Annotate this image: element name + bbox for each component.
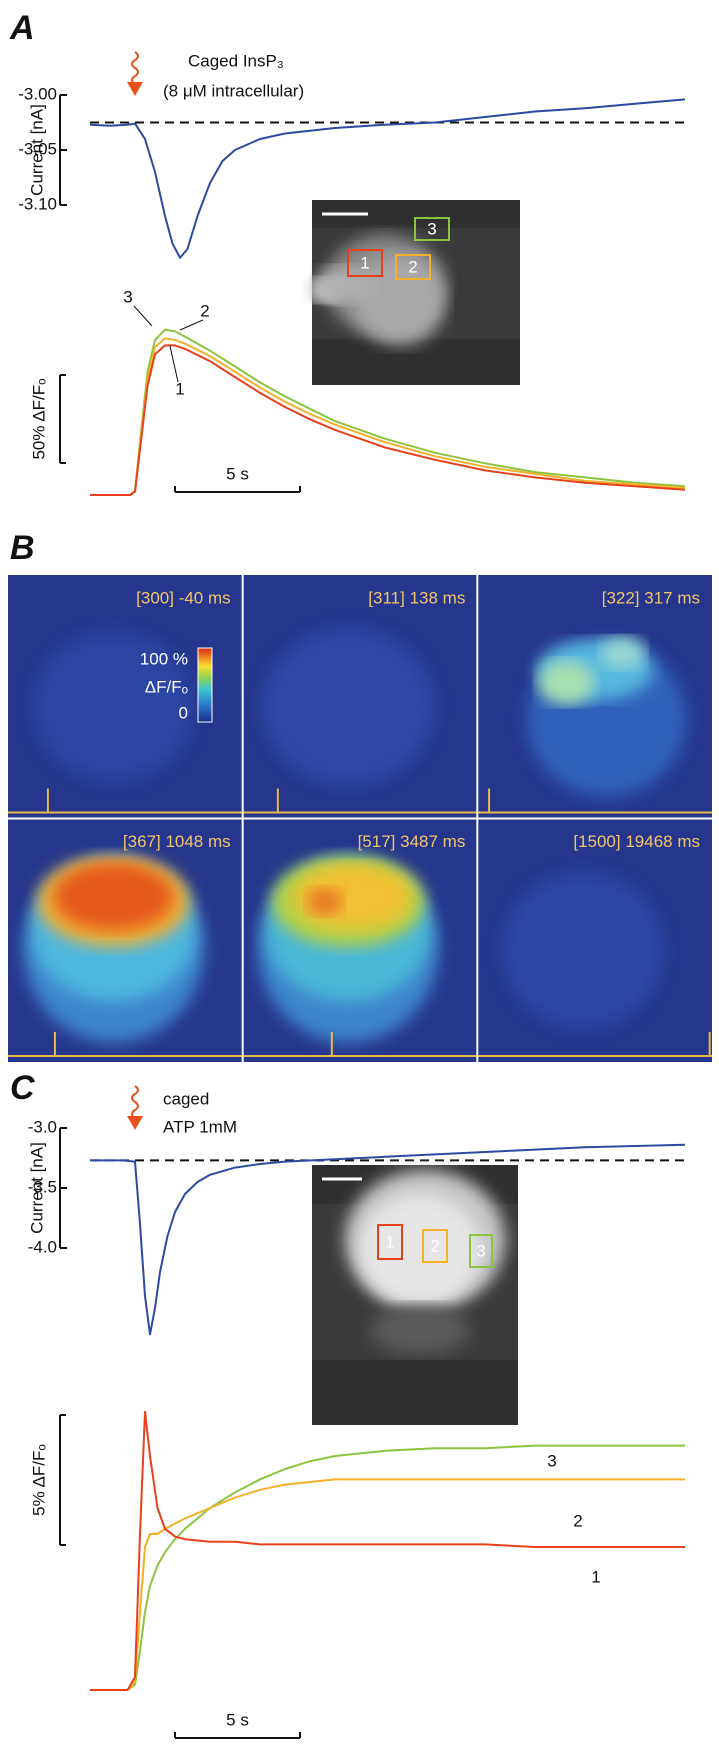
y-axis-label: Current [nA] [27, 104, 46, 196]
flash-label: caged [163, 1089, 209, 1108]
flash-wave [131, 51, 139, 85]
trace-label-leader [133, 305, 153, 327]
trace-label: 1 [175, 379, 184, 398]
trace-label: 3 [547, 1451, 556, 1470]
flash-label: Caged InsP₃ [188, 51, 284, 70]
heatmap-blob [600, 637, 645, 670]
scale-bar-label: 5% ΔF/Fₒ [29, 1444, 48, 1516]
trace-label: 1 [591, 1567, 600, 1586]
current-trace [89, 98, 686, 259]
roi-box [377, 1224, 403, 1260]
roi-box [469, 1234, 493, 1268]
y-tick-label: -4.0 [28, 1237, 57, 1256]
flash-label: ATP 1mM [163, 1117, 237, 1136]
frame-label: [322] 317 ms [602, 588, 700, 607]
cell-image [360, 1195, 480, 1305]
y-tick-label: -3.5 [28, 1177, 57, 1196]
heatmap-blob [538, 660, 595, 705]
frame-label: [300] -40 ms [136, 588, 231, 607]
scale-bar-label: 5 s [226, 1710, 249, 1729]
colorbar-label: 0 [179, 703, 188, 722]
y-tick-label: -3.05 [18, 139, 57, 158]
roi-label: 1 [385, 1232, 394, 1251]
roi-box [414, 217, 450, 241]
y-tick-label: -3.0 [28, 1117, 57, 1136]
colorbar [197, 647, 213, 723]
trace-label: 2 [573, 1511, 582, 1530]
scale-bar-label: 5 s [226, 464, 249, 483]
heatmap-blob [502, 872, 663, 1029]
panel-letter: A [9, 9, 35, 47]
trace-label-leader [169, 345, 179, 383]
roi-label: 2 [430, 1236, 439, 1255]
flash-arrow [127, 1116, 143, 1130]
fluorescence-trace [90, 344, 686, 496]
scale-bar-label: 50% ΔF/Fₒ [29, 378, 48, 459]
fluorescence-trace [90, 1410, 685, 1691]
roi-label: 3 [476, 1241, 485, 1260]
roi-label: 3 [427, 219, 436, 238]
y-tick-label: -3.10 [18, 194, 57, 213]
heatmap-blob [306, 887, 343, 916]
frame-label: [517] 3487 ms [358, 832, 466, 851]
roi-box [395, 254, 431, 280]
colorbar-label: 100 % [140, 649, 188, 668]
fluorescence-trace [90, 1478, 685, 1691]
y-axis-label: Current [nA] [27, 1142, 46, 1234]
roi-box [347, 249, 383, 277]
flash-label: (8 μM intracellular) [163, 81, 304, 100]
panel-letter: C [10, 1069, 35, 1107]
flash-arrow [127, 82, 143, 96]
frame-label: [311] 138 ms [368, 588, 465, 607]
roi-box [422, 1229, 448, 1263]
y-tick-label: -3.00 [18, 84, 57, 103]
trace-label: 3 [123, 287, 132, 306]
trace-label-leader [179, 319, 204, 331]
trace-label: 2 [200, 301, 209, 320]
fluorescence-trace [90, 1444, 685, 1691]
cell-image [370, 1305, 470, 1355]
current-trace [90, 1143, 686, 1336]
heatmap-blob [53, 862, 174, 931]
frame-label: [367] 1048 ms [123, 832, 231, 851]
flash-wave [131, 1085, 139, 1119]
cell-image [355, 255, 445, 345]
heatmap-blob [33, 631, 194, 782]
frame-label: [1500] 19468 ms [573, 832, 700, 851]
panel-letter: B [10, 529, 35, 567]
colorbar-title: ΔF/Fₒ [145, 677, 188, 696]
roi-label: 1 [360, 253, 369, 272]
roi-label: 2 [408, 257, 417, 276]
heatmap-blob [263, 628, 434, 785]
